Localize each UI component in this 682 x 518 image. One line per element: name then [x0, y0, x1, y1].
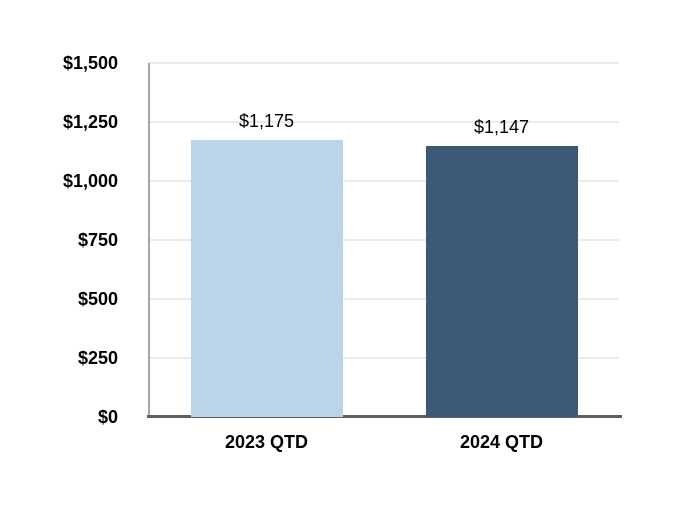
bar-2024-qtd: [425, 146, 578, 417]
y-axis-line: [148, 63, 150, 417]
gridline-1500: [149, 62, 619, 64]
y-axis-tick-label: $1,250: [62, 112, 118, 132]
y-axis-tick-label: $250: [77, 348, 118, 368]
y-axis-tick-label: $500: [77, 289, 118, 309]
bar-2023-qtd: [190, 139, 343, 417]
bar-value-label-2024-qtd: $1,147: [473, 117, 530, 138]
gridline-1250: [149, 121, 619, 123]
bar-value-label-2023-qtd: $1,175: [238, 110, 295, 131]
y-axis-tick-label: $1,000: [62, 171, 118, 191]
gridline-500: [149, 298, 619, 300]
y-axis-tick-label: $1,500: [62, 53, 118, 73]
gridline-250: [149, 357, 619, 359]
x-axis-category-label-2023-qtd: 2023 QTD: [224, 432, 309, 452]
x-axis-line: [147, 415, 622, 418]
x-axis-category-label-2024-qtd: 2024 QTD: [459, 432, 544, 452]
y-axis-tick-label: $750: [77, 230, 118, 250]
gridline-1000: [149, 180, 619, 182]
y-axis-tick-label: $0: [97, 407, 118, 427]
gridline-750: [149, 239, 619, 241]
